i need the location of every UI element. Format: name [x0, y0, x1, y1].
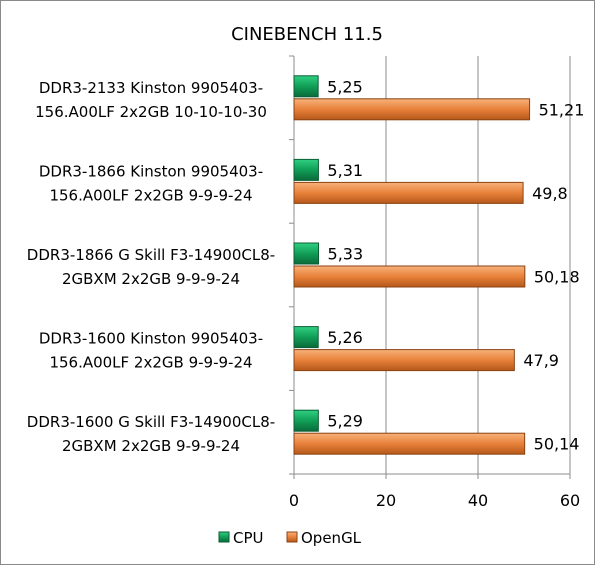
legend-swatch-cpu — [218, 531, 230, 543]
bar-cpu — [293, 409, 319, 432]
labels: 0 20 40 60 5,25 51,21 DDR3-2133 Kinston 990540… — [27, 77, 585, 510]
category-label: DDR3-1600 Kinston 9905403-156.A00LF 2x2G… — [39, 330, 263, 372]
bar-cpu — [293, 242, 320, 265]
bar-cpu — [293, 75, 319, 98]
bar-opengl — [293, 98, 531, 121]
data-label-cpu: 5,29 — [327, 412, 363, 431]
legend: CPU OpenGL — [218, 529, 362, 547]
axes — [289, 55, 571, 479]
data-label-opengl: 47,9 — [523, 351, 559, 370]
chart-title: CINEBENCH 11.5 — [231, 24, 383, 45]
bar-cpu — [293, 326, 319, 349]
data-label-opengl: 51,21 — [539, 100, 585, 119]
data-label-cpu: 5,31 — [327, 161, 363, 180]
bar-cpu — [293, 158, 319, 181]
data-label-opengl: 49,8 — [532, 184, 568, 203]
legend-label-cpu: CPU — [233, 529, 264, 547]
data-label-cpu: 5,33 — [328, 245, 364, 264]
data-label-cpu: 5,25 — [327, 77, 363, 96]
bars — [293, 75, 531, 455]
bar-opengl — [293, 349, 515, 372]
bar-opengl — [293, 265, 526, 288]
data-label-opengl: 50,14 — [534, 435, 580, 454]
data-label-opengl: 50,18 — [534, 268, 580, 287]
x-tick-label: 20 — [376, 491, 396, 510]
category-label: DDR3-1866 G Skill F3-14900CL8-2GBXM 2x2G… — [27, 246, 275, 288]
bar-opengl — [293, 181, 524, 204]
x-tick-label: 60 — [560, 491, 580, 510]
legend-label-opengl: OpenGL — [301, 529, 362, 547]
gridlines — [385, 56, 571, 474]
category-label: DDR3-1866 Kinston 9905403-156.A00LF 2x2G… — [39, 162, 263, 204]
category-label: DDR3-1600 G Skill F3-14900CL8-2GBXM 2x2G… — [27, 413, 275, 455]
x-tick-label: 0 — [289, 491, 299, 510]
x-tick-label: 40 — [468, 491, 488, 510]
bar-opengl — [293, 432, 526, 455]
category-label: DDR3-2133 Kinston 9905403-156.A00LF 2x2G… — [35, 79, 267, 121]
legend-swatch-opengl — [286, 531, 298, 543]
data-label-cpu: 5,26 — [327, 328, 363, 347]
